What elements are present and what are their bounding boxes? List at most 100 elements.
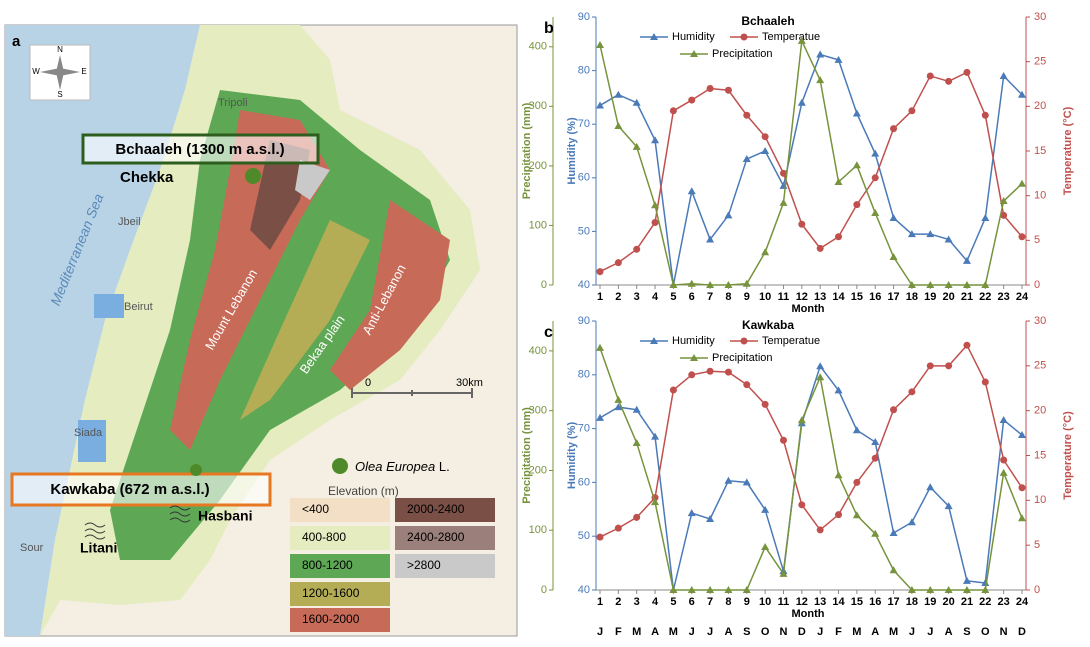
chart-title: Bchaaleh — [741, 14, 794, 28]
point — [633, 246, 640, 253]
x-tick-label: 4 — [652, 596, 659, 608]
x-tick-label: 11 — [778, 596, 790, 608]
point — [1019, 484, 1026, 491]
y-tick-label: 20 — [1034, 405, 1046, 417]
point — [853, 426, 861, 433]
x-tick-label: 14 — [832, 596, 845, 608]
x-tick-label: 8 — [725, 291, 731, 303]
y-tick-label: 20 — [1034, 100, 1046, 112]
y-tick-label: 30 — [1034, 315, 1046, 327]
y-tick-label: 70 — [578, 118, 590, 130]
site-label: Bchaaleh (1300 m a.s.l.) — [115, 141, 284, 158]
month-label: D — [1018, 626, 1026, 638]
month-label: M — [889, 626, 898, 638]
y-tick-label: 40 — [578, 279, 590, 291]
point — [926, 483, 934, 490]
point — [670, 387, 677, 394]
point — [761, 147, 769, 154]
y-tick-label: 90 — [578, 315, 590, 327]
point — [615, 525, 622, 532]
point — [890, 214, 898, 221]
point — [1000, 416, 1008, 423]
month-label: D — [798, 626, 806, 638]
x-tick-label: 7 — [707, 291, 713, 303]
legend-label: >2800 — [407, 558, 441, 572]
x-tick-label: 13 — [814, 596, 826, 608]
point — [615, 259, 622, 266]
point — [798, 416, 806, 423]
month-label: S — [743, 626, 750, 638]
place-label: Hasbani — [198, 508, 252, 524]
legend-label: 2400-2800 — [407, 530, 465, 544]
x-tick-label: 4 — [652, 291, 659, 303]
point — [798, 221, 805, 228]
point — [688, 371, 695, 378]
point — [724, 211, 732, 218]
point — [1019, 233, 1026, 240]
x-tick-label: 16 — [869, 596, 881, 608]
site-label: Kawkaba (672 m a.s.l.) — [50, 481, 209, 498]
x-tick-label: 5 — [670, 596, 676, 608]
x-tick-label: 18 — [906, 291, 918, 303]
month-label: J — [927, 626, 933, 638]
y-tick-label: 30 — [1034, 11, 1046, 23]
x-tick-label: 1 — [597, 291, 603, 303]
point — [743, 381, 750, 388]
point — [982, 378, 989, 385]
point — [597, 268, 604, 275]
x-tick-label: 22 — [979, 291, 991, 303]
point — [798, 501, 805, 508]
x-tick-label: 6 — [689, 291, 695, 303]
x-tick-label: 3 — [634, 291, 640, 303]
point — [633, 439, 641, 446]
legend-label: 400-800 — [302, 530, 346, 544]
x-tick-label: 21 — [961, 291, 973, 303]
month-label: O — [981, 626, 990, 638]
month-label: A — [871, 626, 879, 638]
place-label: Litani — [80, 540, 117, 556]
tree-icon — [245, 168, 261, 184]
place-label: Jbeil — [118, 216, 141, 228]
y-tick-label: 0 — [1034, 584, 1040, 596]
y-tick-label: 5 — [1034, 539, 1040, 551]
legend-label: 800-1200 — [302, 558, 353, 572]
x-tick-label: 19 — [924, 291, 936, 303]
page: {"map": {"panel": "a", "compass": ["N", … — [0, 0, 1090, 642]
y-tick-label: 100 — [529, 219, 547, 231]
month-label: J — [597, 626, 603, 638]
point — [743, 112, 750, 119]
point — [651, 136, 659, 143]
point — [614, 91, 622, 98]
point — [835, 511, 842, 518]
month-label: A — [945, 626, 953, 638]
x-tick-label: 21 — [961, 596, 973, 608]
x-tick-label: 20 — [942, 596, 954, 608]
x-tick-label: 15 — [851, 596, 863, 608]
month-label: J — [689, 626, 695, 638]
x-axis-label: Month — [792, 608, 825, 620]
point — [890, 253, 898, 260]
legend-label: Temperatue — [762, 31, 820, 43]
point — [1018, 514, 1026, 521]
y-tick-label: 5 — [1034, 234, 1040, 246]
point — [707, 368, 714, 375]
x-tick-label: 3 — [634, 596, 640, 608]
point — [890, 529, 898, 536]
y-tick-label: 50 — [578, 225, 590, 237]
species-suffix: L. — [439, 459, 450, 474]
point — [597, 534, 604, 541]
month-label: M — [852, 626, 861, 638]
point — [596, 414, 604, 421]
compass-e: E — [81, 67, 86, 76]
y-tick-label: 90 — [578, 11, 590, 23]
legend-label: Precipitation — [712, 48, 773, 60]
month-label: J — [909, 626, 915, 638]
x-tick-label: 2 — [615, 596, 621, 608]
x-tick-label: 14 — [832, 291, 845, 303]
point — [780, 437, 787, 444]
point — [908, 388, 915, 395]
month-label: N — [1000, 626, 1008, 638]
x-tick-label: 9 — [744, 291, 750, 303]
month-label: O — [761, 626, 770, 638]
y-tick-label: 0 — [1034, 279, 1040, 291]
